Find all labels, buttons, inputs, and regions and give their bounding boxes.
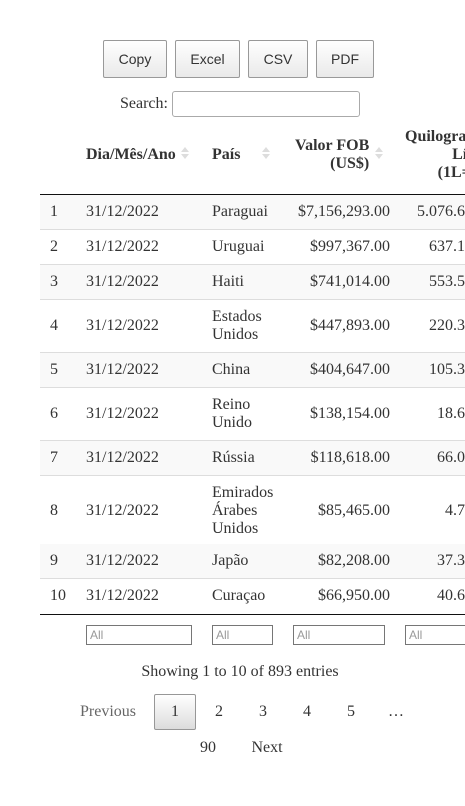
row-fob: $118,618.00 bbox=[310, 449, 390, 466]
row-date: 31/12/2022 bbox=[86, 361, 159, 378]
csv-button[interactable]: CSV bbox=[248, 40, 308, 78]
net-weight-filter-select[interactable]: All bbox=[405, 625, 465, 645]
row-fob: $404,647.00 bbox=[310, 361, 390, 378]
row-net-weight: 637.1 bbox=[429, 238, 465, 255]
row-country: Reino Unido bbox=[212, 396, 252, 431]
export-buttons: Copy Excel CSV PDF bbox=[103, 40, 374, 78]
row-date: 31/12/2022 bbox=[86, 273, 159, 290]
column-header-kg-line1: Quilogra bbox=[405, 128, 465, 145]
column-header-fob[interactable]: Valor FOB (US$) bbox=[295, 137, 369, 173]
column-header-date[interactable]: Dia/Mês/Ano bbox=[86, 146, 176, 163]
next-button[interactable]: Next bbox=[251, 739, 283, 756]
page-button-90[interactable]: 90 bbox=[200, 739, 216, 756]
page-button-4[interactable]: 4 bbox=[303, 703, 311, 720]
row-date: 31/12/2022 bbox=[86, 203, 159, 220]
row-fob: $66,950.00 bbox=[318, 587, 390, 604]
table-info: Showing 1 to 10 of 893 entries bbox=[141, 663, 339, 680]
row-index: 2 bbox=[50, 238, 58, 255]
row-date: 31/12/2022 bbox=[86, 317, 159, 334]
row-country: Haiti bbox=[212, 273, 244, 290]
row-date: 31/12/2022 bbox=[86, 238, 159, 255]
row-fob: $85,465.00 bbox=[318, 502, 390, 519]
row-net-weight: 553.5 bbox=[429, 273, 465, 290]
pdf-button[interactable]: PDF bbox=[316, 40, 374, 78]
page-button-5[interactable]: 5 bbox=[347, 703, 355, 720]
search-row: Search: bbox=[120, 91, 360, 117]
copy-button[interactable]: Copy bbox=[103, 40, 167, 78]
excel-button[interactable]: Excel bbox=[175, 40, 240, 78]
table-row: 3 31/12/2022 Haiti $741,014.00 553.5 bbox=[40, 265, 465, 300]
pagination-ellipsis: … bbox=[388, 703, 404, 720]
column-header-fob-line1: Valor FOB bbox=[295, 137, 370, 154]
data-table: Dia/Mês/Ano País Valor FOB (US$) Quilogr… bbox=[40, 120, 465, 650]
table-row: 10 31/12/2022 Curaçao $66,950.00 40.6 bbox=[40, 579, 465, 613]
row-net-weight: 66.0 bbox=[437, 449, 465, 466]
row-country: Paraguai bbox=[212, 203, 268, 220]
row-index: 7 bbox=[50, 449, 58, 466]
column-header-country[interactable]: País bbox=[212, 146, 241, 163]
date-filter-select[interactable]: All bbox=[86, 625, 192, 645]
row-date: 31/12/2022 bbox=[86, 502, 159, 519]
sort-icon[interactable] bbox=[181, 147, 189, 159]
row-net-weight: 220.3 bbox=[429, 317, 465, 334]
row-fob: $997,367.00 bbox=[310, 238, 390, 255]
row-fob: $447,893.00 bbox=[310, 317, 390, 334]
table-row: 8 31/12/2022 Emirados Árabes Unidos $85,… bbox=[40, 476, 465, 547]
page-button-2[interactable]: 2 bbox=[215, 703, 223, 720]
row-fob: $138,154.00 bbox=[310, 405, 390, 422]
page-button-3[interactable]: 3 bbox=[259, 703, 267, 720]
country-filter-select[interactable]: All bbox=[212, 625, 273, 645]
row-date: 31/12/2022 bbox=[86, 449, 159, 466]
row-net-weight: 40.6 bbox=[437, 587, 465, 604]
row-country: Curaçao bbox=[212, 587, 266, 604]
row-index: 10 bbox=[50, 587, 66, 604]
column-header-kg-line2: Líqu bbox=[452, 146, 465, 163]
row-index: 3 bbox=[50, 273, 58, 290]
row-index: 1 bbox=[50, 203, 58, 220]
row-date: 31/12/2022 bbox=[86, 405, 159, 422]
column-header-fob-line2: (US$) bbox=[330, 155, 370, 172]
footer-divider bbox=[40, 614, 465, 615]
column-header-kg-line3: (1L=1I bbox=[437, 164, 465, 181]
previous-button[interactable]: Previous bbox=[80, 703, 136, 720]
sort-icon[interactable] bbox=[262, 147, 270, 159]
row-country: Japão bbox=[212, 552, 249, 569]
row-date: 31/12/2022 bbox=[86, 552, 159, 569]
table-row: 9 31/12/2022 Japão $82,208.00 37.3 bbox=[40, 544, 465, 579]
row-country: China bbox=[212, 361, 251, 378]
table-row: 2 31/12/2022 Uruguai $997,367.00 637.1 bbox=[40, 230, 465, 265]
fob-filter-select[interactable]: All bbox=[293, 625, 385, 645]
row-index: 9 bbox=[50, 552, 58, 569]
row-net-weight: 4.7 bbox=[445, 502, 465, 519]
table-row: 4 31/12/2022 Estados Unidos $447,893.00 … bbox=[40, 300, 465, 353]
row-country: Emirados Árabes Unidos bbox=[212, 484, 274, 537]
table-row: 5 31/12/2022 China $404,647.00 105.3 bbox=[40, 353, 465, 388]
table-row: 1 31/12/2022 Paraguai $7,156,293.00 5.07… bbox=[40, 195, 465, 230]
column-header-net-weight[interactable]: Quilogra Líqu (1L=1I bbox=[405, 128, 465, 182]
sort-icon[interactable] bbox=[375, 147, 383, 159]
search-label: Search: bbox=[120, 95, 168, 112]
row-net-weight: 37.3 bbox=[437, 552, 465, 569]
row-fob: $82,208.00 bbox=[318, 552, 390, 569]
row-index: 5 bbox=[50, 361, 58, 378]
header-divider bbox=[40, 194, 465, 195]
row-net-weight: 5.076.6 bbox=[417, 203, 465, 220]
row-index: 6 bbox=[50, 405, 58, 422]
row-fob: $7,156,293.00 bbox=[298, 203, 390, 220]
table-row: 7 31/12/2022 Rússia $118,618.00 66.0 bbox=[40, 441, 465, 476]
row-country: Rússia bbox=[212, 449, 255, 466]
row-index: 8 bbox=[50, 502, 58, 519]
row-fob: $741,014.00 bbox=[310, 273, 390, 290]
row-country: Estados Unidos bbox=[212, 308, 262, 343]
row-net-weight: 18.6 bbox=[437, 405, 465, 422]
search-input[interactable] bbox=[171, 91, 360, 117]
row-country: Uruguai bbox=[212, 238, 265, 255]
page-button-1[interactable]: 1 bbox=[154, 694, 196, 730]
row-date: 31/12/2022 bbox=[86, 587, 159, 604]
row-index: 4 bbox=[50, 317, 58, 334]
row-net-weight: 105.3 bbox=[429, 361, 465, 378]
table-row: 6 31/12/2022 Reino Unido $138,154.00 18.… bbox=[40, 388, 465, 441]
